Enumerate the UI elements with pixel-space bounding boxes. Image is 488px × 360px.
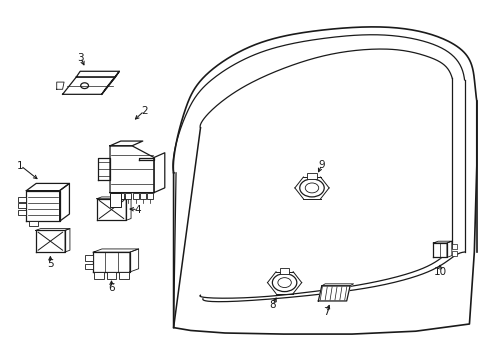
Bar (85, 255, 93, 261)
Bar (451, 251, 456, 256)
Polygon shape (102, 71, 119, 94)
Bar (125, 193, 131, 199)
Bar (110, 193, 117, 199)
Polygon shape (110, 141, 142, 146)
Polygon shape (97, 199, 126, 220)
Text: 7: 7 (323, 307, 329, 318)
Bar (85, 264, 93, 269)
Polygon shape (26, 184, 69, 191)
Text: 9: 9 (318, 160, 325, 170)
Bar (18, 210, 26, 215)
Polygon shape (154, 153, 164, 193)
Text: 6: 6 (108, 283, 115, 293)
Polygon shape (76, 71, 119, 77)
Circle shape (299, 179, 324, 197)
Polygon shape (60, 184, 69, 221)
Polygon shape (130, 249, 139, 272)
Bar (279, 268, 289, 274)
Polygon shape (446, 241, 451, 257)
Polygon shape (126, 197, 131, 220)
Text: 4: 4 (134, 204, 141, 215)
Polygon shape (98, 158, 110, 180)
Polygon shape (139, 158, 154, 160)
Bar (147, 193, 153, 199)
Polygon shape (57, 82, 64, 89)
Polygon shape (62, 77, 115, 94)
Bar (133, 193, 139, 199)
Polygon shape (93, 249, 139, 252)
Bar (29, 221, 38, 225)
Polygon shape (173, 27, 476, 334)
Polygon shape (97, 197, 131, 199)
Polygon shape (432, 243, 446, 257)
Circle shape (277, 278, 291, 288)
Circle shape (81, 83, 88, 89)
Polygon shape (65, 229, 70, 252)
Text: 1: 1 (17, 161, 24, 171)
Polygon shape (321, 284, 353, 286)
Bar (18, 197, 26, 202)
Text: 8: 8 (269, 300, 276, 310)
Bar (118, 193, 124, 199)
Polygon shape (110, 146, 154, 193)
Bar (110, 193, 121, 207)
Bar (18, 203, 26, 208)
Polygon shape (318, 286, 349, 301)
Bar (140, 193, 146, 199)
Bar (119, 272, 128, 279)
Polygon shape (432, 241, 451, 243)
Polygon shape (36, 230, 65, 252)
Polygon shape (36, 229, 70, 230)
Bar (451, 244, 456, 249)
Text: 5: 5 (47, 258, 54, 269)
Bar (94, 272, 104, 279)
Text: 2: 2 (141, 106, 147, 116)
Text: 10: 10 (433, 267, 446, 277)
Circle shape (112, 200, 119, 205)
Polygon shape (93, 252, 130, 272)
Text: 3: 3 (77, 53, 84, 63)
Bar (306, 173, 316, 179)
Circle shape (305, 183, 318, 193)
Polygon shape (26, 191, 60, 221)
Bar (106, 272, 116, 279)
Circle shape (272, 274, 296, 292)
